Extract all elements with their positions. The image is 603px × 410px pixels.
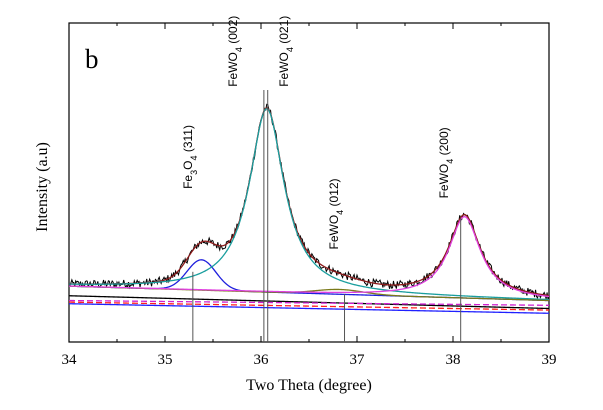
curves-layer: [68, 103, 550, 314]
series-fewo4-002-021-component: [68, 107, 550, 301]
annotations-layer: Fe3O4 (311) FeWO4 (002) FeWO4 (021) FeWO4 (…: [181, 16, 455, 250]
y-axis-title: Intensity (a.u): [34, 142, 51, 232]
peak-annotation-2: FeWO4 (021): [277, 16, 295, 87]
peak-annotation-3: FeWO4 (012): [327, 178, 345, 249]
series-baseline-2: [68, 301, 550, 311]
x-tick-label: 39: [542, 352, 557, 368]
peak-annotation-0: Fe3O4 (311): [181, 125, 199, 189]
x-tick-label: 36: [254, 352, 270, 368]
axis-ticks-layer: 34 35 36 37 38 39: [62, 23, 557, 368]
x-tick-label: 37: [350, 352, 366, 368]
series-baseline-4: [68, 299, 549, 306]
reference-lines-layer: [192, 89, 462, 342]
x-tick-label: 35: [158, 352, 173, 368]
series-baseline-1: [68, 295, 550, 310]
series-fe3o4-311-component: [68, 259, 550, 302]
series-baseline-3: [68, 303, 550, 314]
x-tick-label: 34: [62, 352, 78, 368]
peak-annotation-1: FeWO4 (002): [226, 16, 244, 87]
plot-frame: [68, 22, 550, 343]
series-fewo4-200-component: [68, 215, 550, 298]
series-experimental: [68, 103, 550, 300]
x-axis-title: Two Theta (degree): [246, 377, 372, 394]
x-tick-label: 38: [446, 352, 461, 368]
series-fitted-envelope: [69, 107, 550, 297]
panel-label: b: [85, 44, 99, 74]
peak-annotation-4: FeWO4 (200): [437, 127, 455, 198]
